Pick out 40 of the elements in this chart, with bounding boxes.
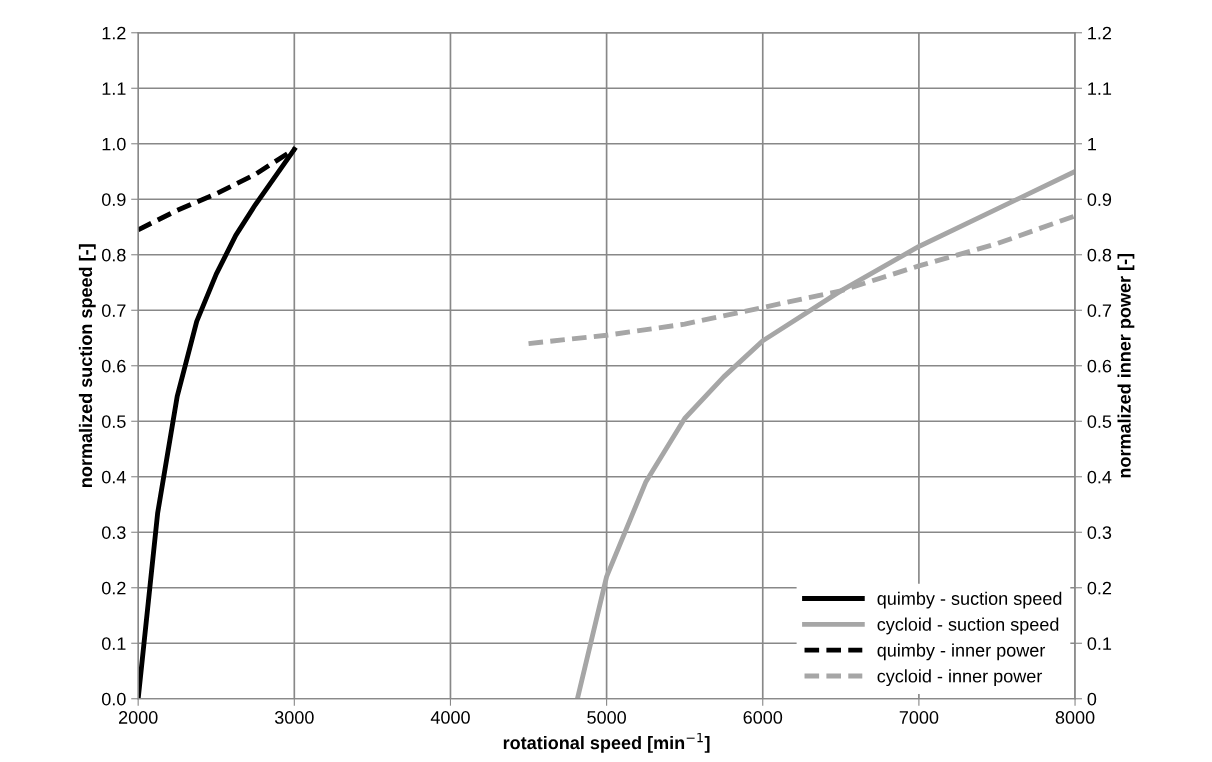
x-tick-label: 4000 — [430, 711, 470, 724]
legend-label: cycloid - suction speed — [877, 617, 1059, 635]
y-tick-label: 0.2 — [101, 581, 126, 595]
x-tick-label: 6000 — [743, 711, 783, 724]
y-tick-label: 1.1 — [102, 82, 126, 95]
y-tick-label: 0.1 — [101, 637, 126, 650]
y-tick-label: 0.7 — [101, 304, 126, 317]
y2-axis-title: normalized inner power [-] — [1117, 253, 1135, 478]
y2-tick-label: 0.2 — [1087, 581, 1112, 595]
y-tick-label: 0.0 — [101, 692, 126, 706]
y-tick-label: 0.6 — [101, 359, 126, 373]
x-tick-label: 5000 — [587, 711, 626, 724]
x-tick-label: 8000 — [1055, 711, 1095, 724]
y-tick-label: 0.3 — [101, 526, 126, 539]
y-tick-label: 1.2 — [102, 26, 126, 40]
y2-tick-label: 0.6 — [1087, 359, 1112, 373]
y2-tick-label: 0.1 — [1087, 637, 1112, 650]
y2-tick-label: 1.1 — [1088, 82, 1112, 95]
y2-tick-label: 0.4 — [1087, 470, 1112, 484]
y2-tick-label: 0.7 — [1087, 304, 1112, 317]
y2-tick-label: 0 — [1087, 692, 1097, 706]
y-tick-label: 1.0 — [102, 137, 126, 151]
legend-label: quimby - suction speed — [877, 591, 1062, 609]
x-tick-label: 2000 — [119, 711, 158, 724]
legend-label: quimby - inner power — [877, 643, 1046, 661]
y2-tick-label: 0.5 — [1087, 415, 1112, 428]
y2-tick-label: 0.8 — [1087, 248, 1112, 262]
y-tick-label: 0.8 — [101, 248, 126, 262]
y-tick-label: 0.5 — [101, 415, 126, 428]
y2-tick-label: 0.9 — [1087, 193, 1112, 206]
legend-label: cycloid - inner power — [877, 669, 1043, 687]
x-axis-title: rotational speed [min$^{−1}$] — [503, 732, 710, 753]
y2-tick-label: 1 — [1088, 137, 1097, 151]
y-tick-label: 0.9 — [101, 193, 126, 206]
y2-tick-label: 1.2 — [1088, 26, 1112, 40]
y-axis-title: normalized suction speed [-] — [78, 244, 96, 487]
y-tick-label: 0.4 — [101, 470, 126, 484]
y2-tick-label: 0.3 — [1087, 526, 1112, 539]
x-tick-label: 7000 — [899, 711, 939, 724]
x-tick-label: 3000 — [274, 711, 314, 724]
